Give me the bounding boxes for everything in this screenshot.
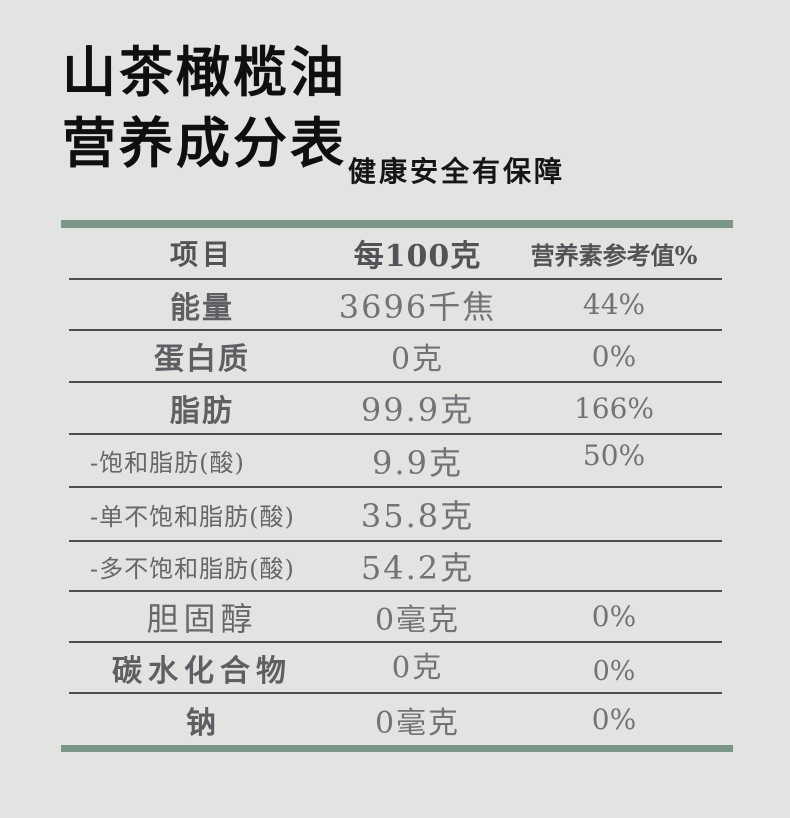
row-label: 能量	[170, 290, 234, 326]
column-header-item: 项目	[169, 238, 234, 271]
row-label: -饱和脂肪(酸)	[90, 449, 245, 477]
row-value: 9.9克	[372, 443, 463, 482]
row-value: 0克	[390, 342, 445, 377]
table-row: 能量 3696千焦 44%	[69, 280, 722, 331]
row-nrv-value: 0%	[592, 656, 636, 687]
table-row: 胆固醇 0毫克 0%	[69, 592, 722, 643]
row-label: 蛋白质	[154, 342, 250, 377]
table-row: -多不饱和脂肪(酸) 54.2克	[69, 542, 722, 592]
title-line-2: 营养成分表	[62, 114, 347, 174]
product-title: 山茶橄榄油 营养成分表	[62, 38, 347, 180]
table-header-row: 项目 每100克 营养素参考值%	[69, 228, 722, 280]
row-value: 35.8克	[360, 497, 475, 535]
row-label: -多不饱和脂肪(酸)	[90, 554, 295, 583]
row-label: 钠	[186, 705, 218, 741]
row-label: 脂肪	[170, 394, 234, 429]
row-nrv-value: 166%	[573, 391, 655, 425]
title-line-1: 山茶橄榄油	[62, 43, 347, 103]
nutrition-table: 项目 每100克 营养素参考值% 能量 3696千焦 44% 蛋白质 0克 0%…	[61, 220, 733, 752]
table-row: 碳水化合物 0克 0%	[69, 643, 722, 694]
row-label: -单不饱和脂肪(酸)	[90, 502, 295, 531]
table-row: -单不饱和脂肪(酸) 35.8克	[69, 488, 722, 542]
accent-bar-top	[61, 220, 733, 228]
row-label: 胆固醇	[146, 599, 258, 638]
row-nrv-value: 0%	[591, 600, 637, 633]
table-row: -饱和脂肪(酸) 9.9克 50%	[69, 435, 722, 488]
row-value: 0毫克	[374, 602, 461, 638]
row-label: 碳水化合物	[112, 653, 292, 689]
row-nrv-value: 50%	[582, 439, 646, 472]
row-value: 3696千焦	[338, 287, 497, 326]
row-nrv-value: 0%	[591, 703, 637, 736]
table-row: 脂肪 99.9克 166%	[69, 383, 722, 435]
accent-bar-bottom	[61, 745, 733, 752]
row-value: 0克	[391, 649, 444, 684]
table-row: 钠 0毫克 0%	[69, 694, 722, 745]
table-row: 蛋白质 0克 0%	[69, 331, 722, 383]
row-value: 54.2克	[360, 549, 475, 587]
row-value: 99.9克	[360, 391, 475, 429]
subtitle-slogan: 健康安全有保障	[348, 156, 566, 187]
row-value: 0毫克	[374, 705, 461, 741]
column-header-per-100g: 每100克	[353, 239, 482, 274]
column-header-nrv-percent: 营养素参考值%	[530, 240, 698, 270]
row-nrv-value: 44%	[582, 288, 646, 321]
row-nrv-value: 0%	[591, 339, 637, 373]
table-body: 能量 3696千焦 44% 蛋白质 0克 0% 脂肪 99.9克 166% -饱…	[61, 280, 733, 745]
